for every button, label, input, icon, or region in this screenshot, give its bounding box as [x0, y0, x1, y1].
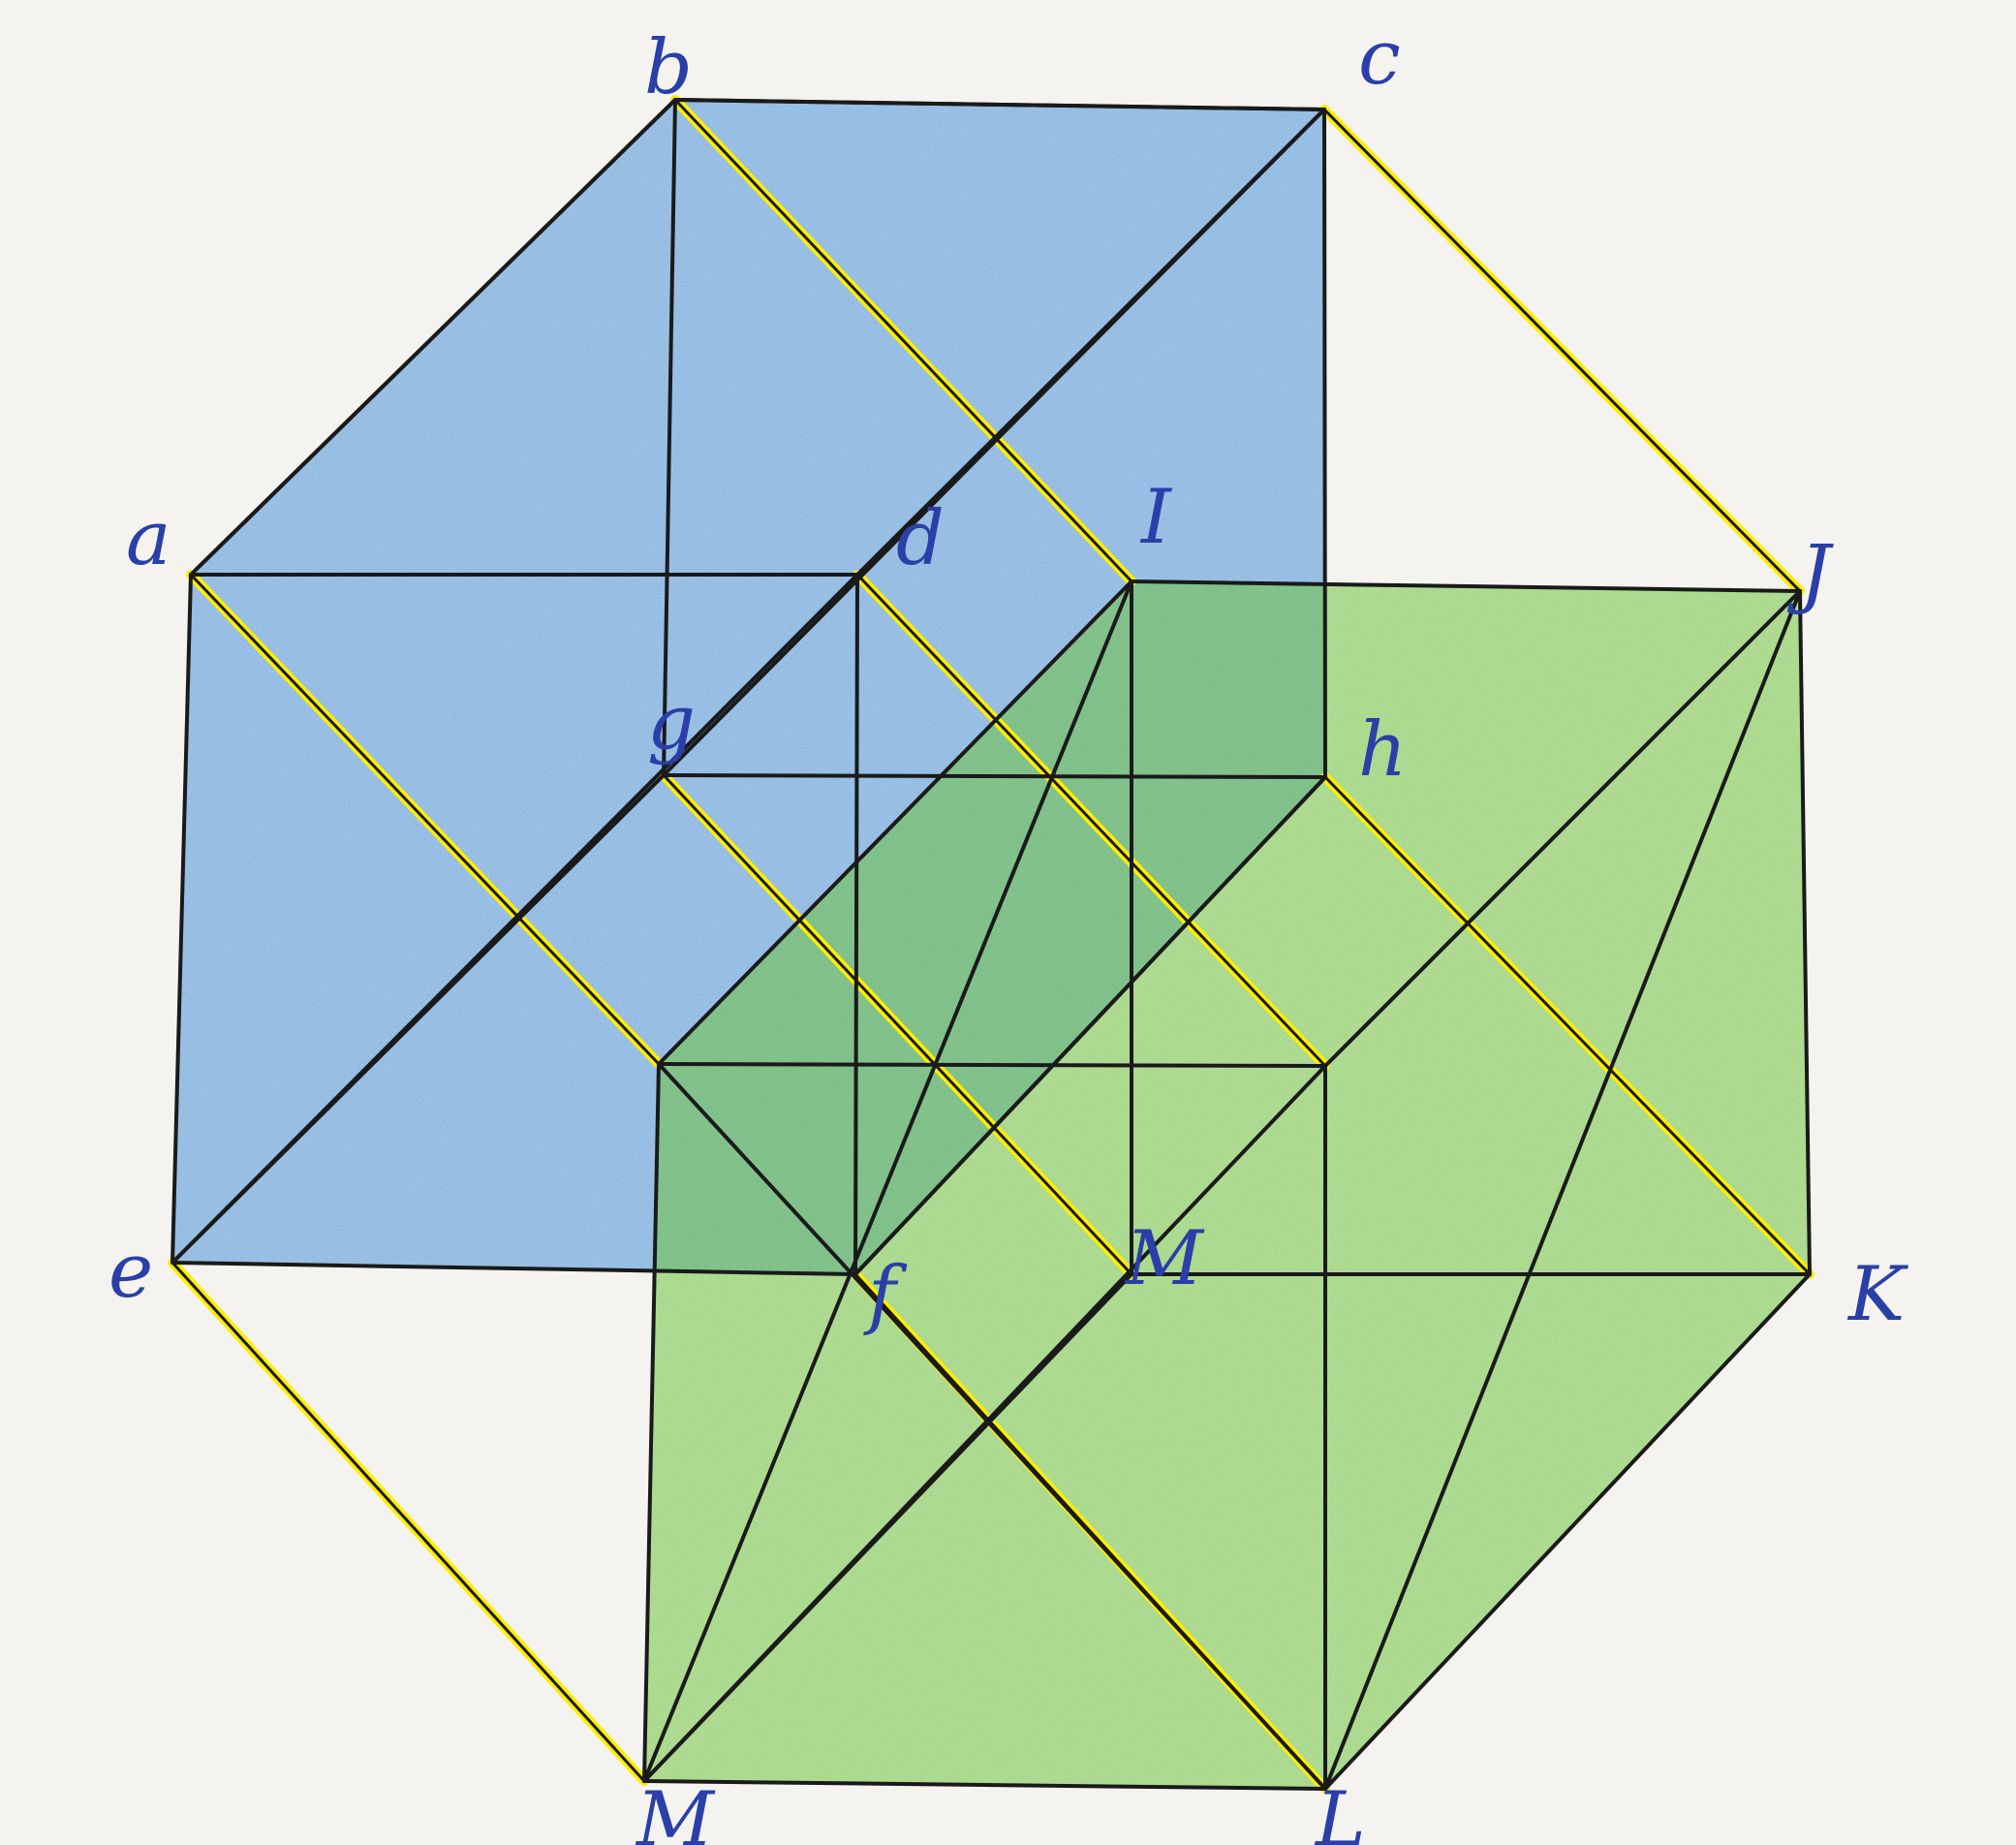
connector-edge-g-N — [662, 773, 1133, 1276]
edge-I-O — [657, 579, 1133, 1066]
blue-face-3 — [172, 100, 675, 1263]
edge-d-e — [171, 573, 859, 1265]
edge-c-h — [1322, 108, 1327, 779]
edge-I-J — [1130, 579, 1802, 593]
vertex-label-K: K — [1846, 1251, 1909, 1338]
vertex-label-M: M — [635, 1776, 716, 1845]
connector-edge-c-J — [1322, 108, 1802, 593]
edge-a-e — [171, 573, 193, 1265]
edge-M-L — [642, 1779, 1327, 1791]
edge-J-P — [1323, 589, 1802, 1068]
vertex-label-N: M — [1124, 1215, 1205, 1302]
vertex-label-g: g — [647, 679, 696, 766]
vertex-label-d: d — [896, 495, 945, 582]
vertex-label-a: a — [126, 495, 171, 582]
edge-h-g — [662, 773, 1327, 779]
connector-edge-b-I — [673, 98, 1133, 583]
connector-edge-h-K — [1323, 775, 1812, 1276]
vertex-label-h: h — [1358, 706, 1407, 794]
vertex-label-b: b — [644, 24, 693, 111]
edge-b-c — [673, 98, 1326, 111]
vertex-label-L: L — [1314, 1776, 1366, 1845]
vertex-labels: b c a d I J g h e f M K M L — [109, 15, 1909, 1845]
connector-edge-f-L — [853, 1272, 1327, 1791]
edge-c-g — [662, 108, 1326, 777]
edge-h-f — [853, 775, 1327, 1276]
vertex-label-e: e — [109, 1228, 153, 1315]
edge-K-L — [1323, 1272, 1812, 1791]
edge-e-f — [171, 1261, 857, 1276]
edge-O-M — [642, 1062, 661, 1783]
connector-edge-a-O — [189, 573, 661, 1066]
edge-b-g — [662, 98, 677, 777]
edge-J-L — [1323, 589, 1802, 1791]
edge-b-a — [189, 98, 677, 577]
connector-edge-e-M — [171, 1261, 646, 1783]
vertex-label-c: c — [1358, 15, 1401, 102]
connector-edge-d-P — [855, 573, 1327, 1068]
edge-I-M — [642, 579, 1133, 1783]
edge-P-O — [657, 1062, 1327, 1068]
black-cube-edges — [171, 98, 1812, 1791]
vertex-label-I: I — [1139, 474, 1173, 561]
edge-P-M — [642, 1064, 1327, 1783]
edge-J-K — [1798, 589, 1812, 1276]
green-face-5 — [1325, 591, 1810, 1789]
edge-d-f — [853, 573, 859, 1276]
